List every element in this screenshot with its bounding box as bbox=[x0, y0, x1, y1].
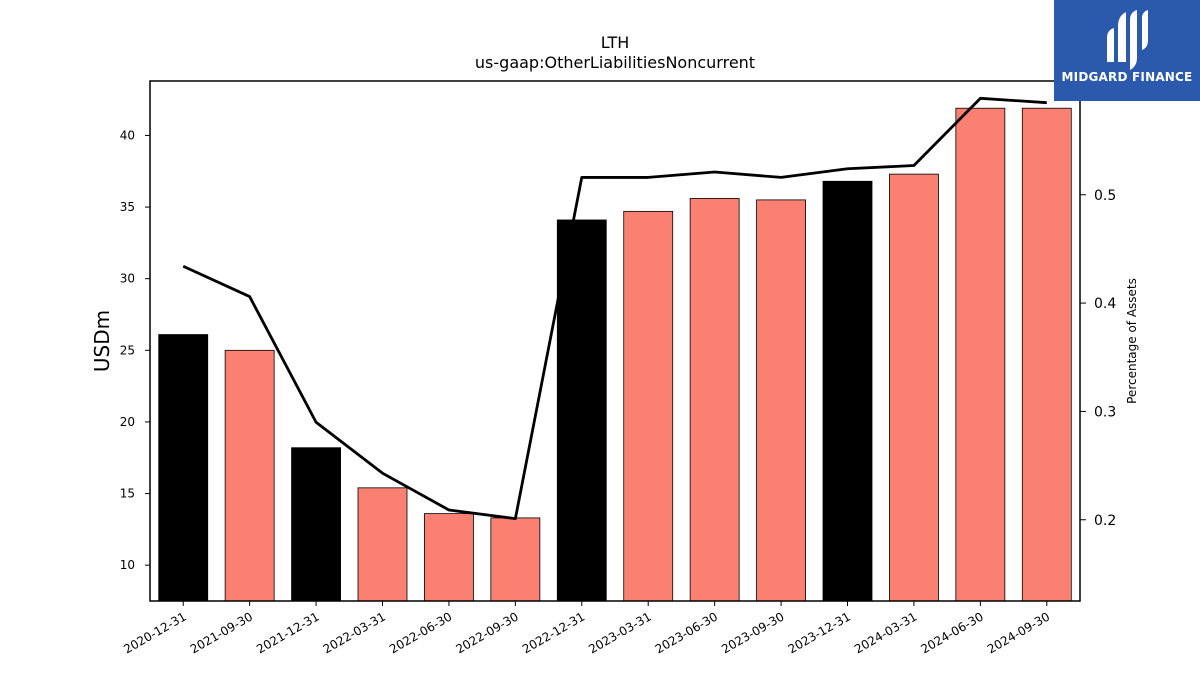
bar-2022-06-30 bbox=[424, 513, 474, 602]
bar-2024-06-30 bbox=[955, 107, 1006, 602]
x-tick-label: 2022-03-31 bbox=[321, 609, 388, 656]
x-tick-label: 2023-03-31 bbox=[586, 609, 653, 656]
y-axis-right: 0.2 0.3 0.4 0.5 bbox=[1080, 188, 1116, 529]
bar-2023-12-31 bbox=[822, 180, 873, 602]
x-tick-label: 2020-12-31 bbox=[121, 609, 188, 656]
chart-title: LTH bbox=[601, 33, 630, 52]
x-axis: 2020-12-31 2021-09-30 2021-12-31 2022-03-31… bbox=[121, 601, 1052, 656]
x-tick-label: 2022-12-31 bbox=[520, 609, 587, 656]
bar-2023-09-30 bbox=[756, 199, 806, 602]
x-tick-label: 2024-03-31 bbox=[852, 609, 919, 656]
y-tick-label: 35 bbox=[120, 200, 135, 214]
y2-tick-label: 0.3 bbox=[1094, 404, 1116, 420]
bar-2020-12-31 bbox=[158, 334, 209, 602]
y-axis-left: 10 15 20 25 30 35 40 bbox=[120, 128, 150, 572]
bar-2021-09-30 bbox=[224, 349, 275, 602]
y2-axis-label: Percentage of Assets bbox=[1125, 278, 1139, 404]
chart-subtitle: us-gaap:OtherLiabilitiesNoncurrent bbox=[475, 53, 755, 72]
y-tick-label: 20 bbox=[120, 415, 135, 429]
x-tick-label: 2022-09-30 bbox=[453, 609, 520, 656]
bar-2022-09-30 bbox=[490, 517, 541, 602]
logo-mark-icon bbox=[1107, 10, 1148, 70]
x-tick-label: 2021-09-30 bbox=[188, 609, 255, 656]
y-tick-label: 15 bbox=[120, 487, 135, 501]
bar-2022-03-31 bbox=[357, 487, 408, 602]
x-tick-label: 2022-06-30 bbox=[387, 609, 454, 656]
y2-tick-label: 0.2 bbox=[1094, 513, 1116, 529]
x-tick-label: 2023-06-30 bbox=[653, 609, 720, 656]
x-tick-label: 2021-12-31 bbox=[254, 609, 321, 656]
y2-tick-label: 0.5 bbox=[1094, 188, 1116, 204]
y-tick-label: 30 bbox=[120, 272, 135, 286]
brand-logo: MIDGARD FINANCE bbox=[1054, 0, 1200, 101]
bar-2021-12-31 bbox=[291, 447, 341, 602]
bar-2022-12-31 bbox=[556, 219, 607, 602]
x-tick-label: 2024-06-30 bbox=[918, 609, 985, 656]
y-axis-label: USDm bbox=[90, 310, 114, 372]
x-tick-label: 2023-09-30 bbox=[719, 609, 786, 656]
line-layer bbox=[182, 96, 1047, 521]
logo-brand-text: MIDGARD FINANCE bbox=[1061, 70, 1193, 84]
y-tick-label: 40 bbox=[120, 128, 135, 142]
y-tick-label: 10 bbox=[120, 558, 135, 572]
bar-2024-09-30 bbox=[1021, 107, 1072, 602]
plot-frame bbox=[149, 80, 1081, 602]
percentage-of-assets-line bbox=[182, 96, 1047, 521]
bars-layer bbox=[158, 107, 1072, 602]
bar-2023-06-30 bbox=[689, 198, 740, 602]
y-tick-label: 25 bbox=[120, 343, 135, 357]
x-tick-label: 2023-12-31 bbox=[786, 609, 853, 656]
bar-2023-03-31 bbox=[623, 210, 674, 602]
x-tick-label: 2024-09-30 bbox=[985, 609, 1052, 656]
bar-2024-03-31 bbox=[889, 173, 939, 602]
y2-tick-label: 0.4 bbox=[1094, 296, 1116, 312]
